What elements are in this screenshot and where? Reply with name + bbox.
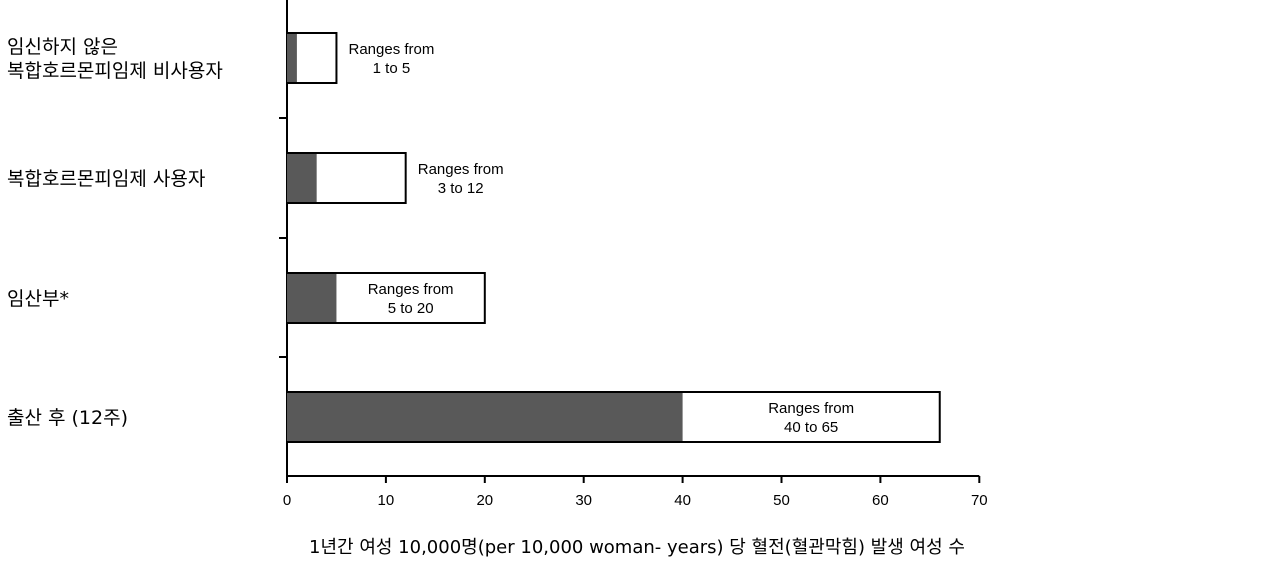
axes: 0 10 20 30 40 50 60 70 bbox=[279, 0, 988, 509]
x-tick-label: 20 bbox=[476, 492, 493, 509]
range-label: Ranges from bbox=[368, 281, 454, 298]
lower-bound-bar bbox=[287, 34, 297, 82]
x-tick-label: 30 bbox=[575, 492, 592, 509]
lower-bound-bar bbox=[287, 154, 317, 202]
range-label: 5 to 20 bbox=[388, 300, 434, 317]
category-label: 임신하지 않은 bbox=[7, 36, 118, 58]
category-label: 복합호르몬피임제 사용자 bbox=[7, 168, 205, 190]
range-label: 40 to 65 bbox=[784, 419, 838, 436]
lower-bound-bar bbox=[287, 274, 337, 322]
x-tick-label: 50 bbox=[773, 492, 790, 509]
category-label: 임산부* bbox=[7, 288, 69, 310]
x-tick-label: 60 bbox=[872, 492, 889, 509]
x-tick-label: 40 bbox=[674, 492, 691, 509]
range-label: Ranges from bbox=[418, 161, 504, 178]
lower-bound-bar bbox=[287, 393, 683, 441]
x-tick-label: 0 bbox=[283, 492, 291, 509]
range-label: Ranges from bbox=[768, 400, 854, 417]
category-label: 복합호르몬피임제 비사용자 bbox=[7, 60, 223, 82]
range-label: Ranges from bbox=[349, 41, 435, 58]
range-label: 1 to 5 bbox=[373, 60, 411, 77]
x-tick-label: 10 bbox=[378, 492, 395, 509]
bars: Ranges from 1 to 5 Ranges from 3 to 12 Range… bbox=[286, 32, 941, 443]
range-label: 3 to 12 bbox=[438, 180, 484, 197]
x-axis-label: 1년간 여성 10,000명(per 10,000 woman- years) … bbox=[309, 537, 965, 558]
x-tick-label: 70 bbox=[971, 492, 988, 509]
category-label: 출산 후 (12주) bbox=[7, 407, 128, 429]
